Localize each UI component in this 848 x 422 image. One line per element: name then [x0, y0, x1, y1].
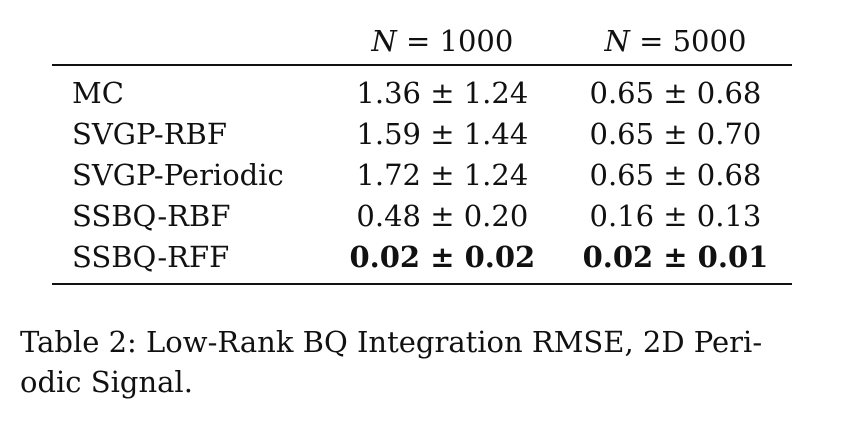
table-row: SSBQ-RBF 0.48 ± 0.20 0.16 ± 0.13 [52, 195, 792, 236]
row-n5000: 0.65 ± 0.68 [589, 75, 762, 110]
row-n1000: 1.59 ± 1.44 [356, 116, 529, 151]
table-header-row: N = 1000 N = 5000 [52, 18, 792, 65]
row-n5000: 0.65 ± 0.68 [589, 157, 762, 192]
row-n5000: 0.65 ± 0.70 [589, 116, 762, 151]
results-table-container: N = 1000 N = 5000 MC 1.36 ± 1.24 0.65 ± … [52, 18, 792, 285]
row-n1000: 0.48 ± 0.20 [356, 198, 529, 233]
results-table: N = 1000 N = 5000 MC 1.36 ± 1.24 0.65 ± … [52, 18, 792, 285]
table-row: MC 1.36 ± 1.24 0.65 ± 0.68 [52, 65, 792, 113]
row-method: SSBQ-RFF [52, 236, 326, 285]
header-n5000-value: 5000 [672, 24, 747, 58]
header-n1000: N = 1000 [326, 18, 559, 65]
row-n5000-best: 0.02 ± 0.01 [558, 236, 792, 285]
table-row: SVGP-Periodic 1.72 ± 1.24 0.65 ± 0.68 [52, 154, 792, 195]
header-method [52, 18, 326, 65]
header-n5000-op: = [639, 24, 664, 58]
row-n1000-best: 0.02 ± 0.02 [325, 236, 559, 285]
row-method: SSBQ-RBF [72, 198, 231, 233]
row-n5000: 0.16 ± 0.13 [589, 198, 762, 233]
table-row: SVGP-RBF 1.59 ± 1.44 0.65 ± 0.70 [52, 113, 792, 154]
row-method: SVGP-RBF [72, 116, 227, 151]
row-method: SVGP-Periodic [72, 157, 284, 192]
table-row-best: SSBQ-RFF 0.02 ± 0.02 0.02 ± 0.01 [52, 236, 792, 285]
row-method: MC [72, 75, 124, 110]
row-n1000: 1.36 ± 1.24 [356, 75, 529, 110]
header-n5000-var: N [604, 24, 630, 58]
header-n1000-value: 1000 [439, 24, 514, 58]
header-n5000: N = 5000 [559, 18, 792, 65]
caption-line-1: Table 2: Low-Rank BQ Integration RMSE, 2… [20, 325, 763, 359]
table-caption: Table 2: Low-Rank BQ Integration RMSE, 2… [20, 322, 830, 402]
caption-line-2: odic Signal. [20, 365, 193, 399]
header-n1000-op: = [406, 24, 431, 58]
header-n1000-var: N [371, 24, 397, 58]
row-n1000: 1.72 ± 1.24 [356, 157, 529, 192]
